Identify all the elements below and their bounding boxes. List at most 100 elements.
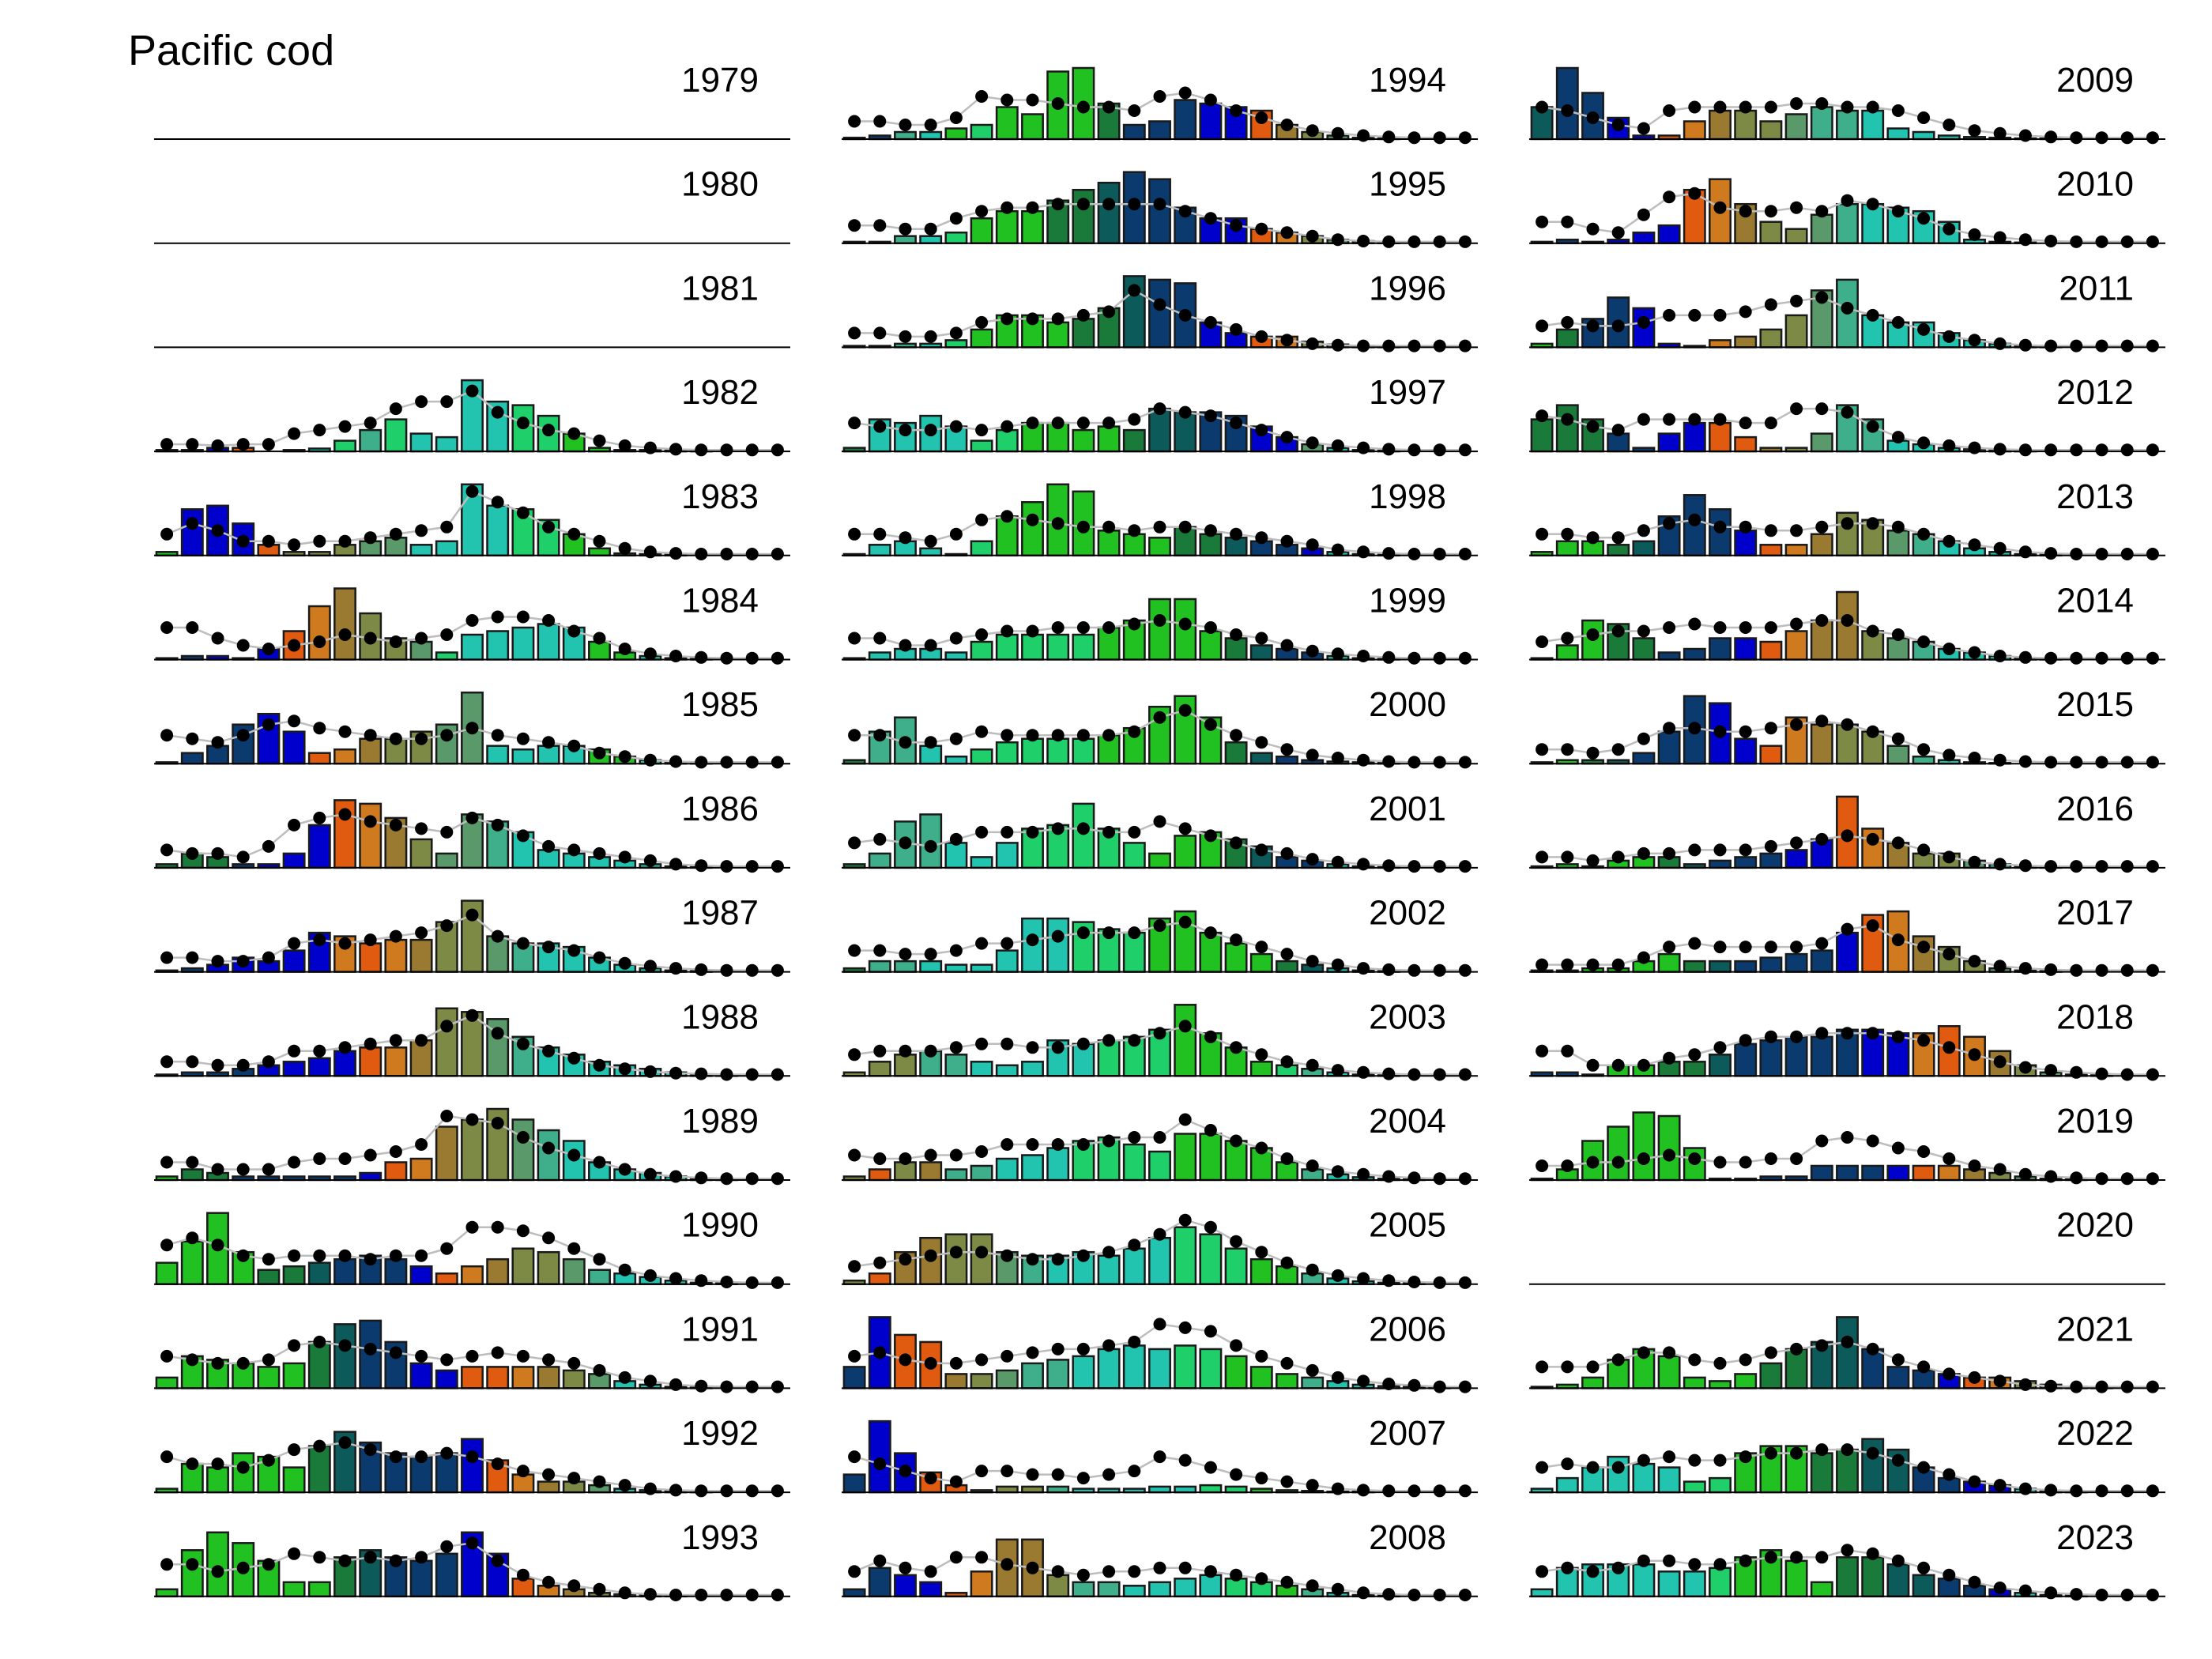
panel-2008: 2008 (842, 1518, 1478, 1601)
mean-dot-2005-3 (899, 1253, 912, 1266)
mean-dot-2008-7 (1000, 1558, 1014, 1571)
mean-dot-1991-16 (542, 1353, 556, 1367)
bar-1984-7 (307, 605, 331, 661)
panel-2022: 2022 (1529, 1414, 2165, 1498)
mean-dot-1996-16 (1230, 322, 1243, 336)
mean-dot-1987-1 (160, 951, 174, 964)
bar-2013-4 (1607, 544, 1630, 557)
mean-dot-1999-18 (1280, 639, 1294, 652)
mean-dot-2001-2 (873, 832, 887, 846)
bar-2011-11 (1784, 314, 1808, 349)
mean-dot-2008-14 (1178, 1561, 1192, 1574)
mean-dot-1996-19 (1306, 337, 1319, 350)
year-label-1989: 1989 (681, 1102, 759, 1141)
mean-dot-2021-5 (1637, 1346, 1650, 1359)
mean-dot-1986-25 (771, 860, 784, 873)
mean-dot-1982-12 (440, 395, 454, 409)
mean-dot-2021-13 (1841, 1335, 1854, 1348)
mean-dot-1988-22 (695, 1067, 708, 1080)
mean-dot-1996-6 (975, 315, 989, 329)
mean-dot-2021-12 (1815, 1339, 1829, 1352)
mean-dot-1992-18 (593, 1475, 606, 1488)
mean-dot-1993-9 (364, 1551, 377, 1564)
mean-dot-1988-1 (160, 1055, 174, 1069)
mean-dot-2021-19 (1993, 1374, 2007, 1388)
mean-dot-2010-8 (1713, 201, 1727, 214)
bar-2002-16 (1224, 942, 1248, 973)
mean-dot-1990-23 (720, 1276, 733, 1288)
mean-dot-1990-14 (491, 1220, 504, 1234)
mean-dot-2013-6 (1663, 517, 1676, 530)
mean-dot-2009-4 (1611, 119, 1625, 131)
mean-dot-1986-3 (211, 846, 224, 860)
mean-dot-1987-5 (262, 951, 275, 964)
mean-dot-2001-16 (1230, 836, 1243, 850)
bar-1993-2 (180, 1549, 204, 1598)
mean-dot-1985-6 (288, 715, 301, 728)
mean-dot-1986-14 (491, 818, 504, 831)
mean-dot-2006-1 (848, 1349, 861, 1363)
bar-1993-11 (409, 1559, 433, 1598)
mean-dot-2002-15 (1204, 926, 1217, 940)
mean-dot-2013-14 (1866, 517, 1879, 530)
panel-2009: 2009 (1529, 61, 2165, 145)
mean-dot-2000-16 (1230, 729, 1243, 742)
mean-dot-2005-8 (1026, 1253, 1039, 1266)
mean-dot-1987-22 (695, 963, 708, 976)
mean-dot-2015-23 (2095, 756, 2108, 769)
mean-dot-2002-9 (1051, 929, 1065, 943)
mean-dot-2006-2 (873, 1346, 887, 1359)
year-label-2015: 2015 (2056, 685, 2134, 724)
mean-dot-2011-14 (1866, 308, 1879, 322)
panel-2006: 2006 (842, 1310, 1478, 1393)
bar-2016-11 (1784, 849, 1808, 869)
mean-dot-1990-4 (236, 1249, 250, 1262)
mean-dot-1982-18 (593, 434, 606, 447)
mean-dot-2019-11 (1790, 1152, 1803, 1165)
mean-dot-1989-20 (643, 1167, 657, 1181)
mean-dot-1989-18 (593, 1156, 606, 1169)
mean-dot-1989-17 (567, 1148, 581, 1162)
mean-dot-2001-6 (975, 825, 989, 839)
mean-dot-2021-23 (2095, 1380, 2108, 1393)
bar-1989-2 (180, 1168, 204, 1182)
mean-dot-2006-21 (1357, 1374, 1370, 1388)
mean-dot-1996-7 (1000, 312, 1014, 326)
mean-dot-1994-12 (1128, 104, 1141, 117)
mean-dot-1984-25 (771, 651, 784, 665)
bar-1989-13 (461, 1118, 484, 1182)
mean-dot-2002-12 (1128, 926, 1141, 940)
panel-1983: 1983 (154, 477, 790, 560)
mean-dot-2022-4 (1611, 1461, 1625, 1474)
mean-dot-2018-11 (1790, 1030, 1803, 1043)
mean-dot-1986-15 (516, 829, 529, 843)
mean-dot-1996-12 (1128, 284, 1141, 297)
mean-dot-2006-15 (1204, 1325, 1217, 1338)
mean-dot-1986-16 (542, 839, 556, 853)
mean-dot-2016-22 (2070, 860, 2083, 873)
mean-dot-2003-25 (1458, 1068, 1472, 1081)
mean-dot-1996-25 (1458, 339, 1472, 353)
mean-dot-2000-25 (1458, 756, 1472, 769)
mean-dot-1993-20 (643, 1588, 657, 1601)
panel-1999: 1999 (842, 582, 1478, 665)
bar-2019-6 (1657, 1114, 1681, 1182)
mean-dot-1984-11 (415, 632, 428, 645)
mean-dot-2009-21 (2044, 130, 2058, 144)
mean-dot-2005-18 (1280, 1256, 1294, 1269)
mean-dot-1997-13 (1153, 402, 1166, 416)
bar-1986-12 (435, 852, 458, 869)
bar-2005-2 (868, 1272, 891, 1285)
bar-1985-9 (359, 737, 382, 765)
mean-dot-1983-16 (542, 520, 556, 534)
mean-dot-2003-21 (1357, 1065, 1370, 1079)
mean-dot-1984-12 (440, 628, 454, 641)
bar-2001-10 (1072, 802, 1095, 869)
mean-dot-1990-16 (542, 1231, 556, 1245)
bar-2002-17 (1249, 952, 1273, 973)
mean-dot-1998-11 (1102, 520, 1116, 534)
mean-dot-1997-25 (1458, 443, 1472, 457)
mean-dot-2018-16 (1917, 1034, 1931, 1047)
mean-dot-2016-24 (2120, 860, 2134, 873)
mean-dot-1988-14 (491, 1027, 504, 1040)
